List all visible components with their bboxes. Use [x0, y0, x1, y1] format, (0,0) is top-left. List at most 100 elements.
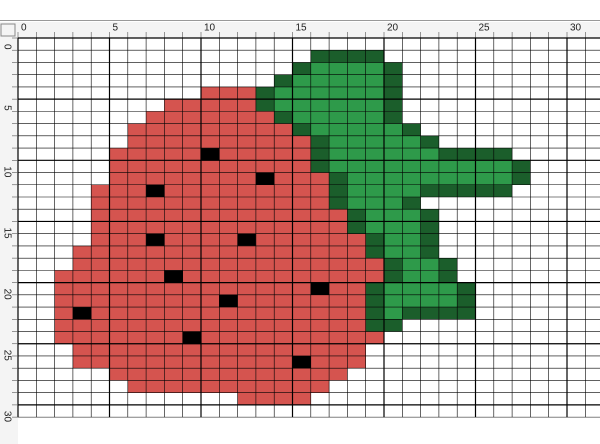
ruler-label: 20 — [1, 289, 12, 301]
top-ruler — [0, 22, 600, 38]
cell — [347, 62, 366, 75]
cell — [292, 294, 311, 308]
cell — [255, 368, 275, 381]
cell — [347, 160, 366, 173]
cell — [72, 307, 92, 320]
cell — [310, 196, 330, 210]
cell — [109, 172, 128, 185]
cell — [219, 319, 238, 332]
cell — [420, 294, 439, 308]
cell — [384, 172, 403, 185]
cell — [146, 343, 165, 356]
cell — [237, 233, 256, 246]
cell — [255, 392, 275, 405]
cell — [292, 209, 311, 222]
cell — [54, 331, 73, 344]
cell — [420, 148, 439, 161]
cell — [182, 123, 201, 136]
cell — [365, 74, 384, 87]
cell — [146, 160, 165, 173]
cell — [109, 331, 128, 344]
cell — [274, 99, 293, 112]
cell — [255, 294, 275, 308]
cell — [457, 294, 476, 308]
cell — [255, 307, 275, 320]
cell — [512, 172, 531, 185]
cell — [292, 148, 311, 161]
cell — [347, 221, 366, 234]
cell — [274, 307, 293, 320]
cell — [127, 172, 147, 185]
cell — [347, 50, 366, 63]
cell — [219, 368, 238, 381]
cell — [255, 196, 275, 210]
cell — [310, 123, 330, 136]
cell — [72, 319, 92, 332]
cell — [384, 282, 403, 295]
cell — [292, 319, 311, 332]
cell — [457, 148, 476, 161]
cell — [219, 331, 238, 344]
cell — [201, 209, 220, 222]
cell — [201, 221, 220, 234]
ruler-label: 25 — [1, 350, 12, 362]
cell — [219, 111, 238, 124]
cell — [219, 209, 238, 222]
cell — [182, 355, 201, 369]
cell — [182, 160, 201, 173]
cell — [274, 184, 293, 197]
cell — [329, 343, 348, 356]
cell — [402, 209, 421, 222]
cell — [420, 209, 439, 222]
corner-icon — [0, 23, 16, 37]
cell — [182, 380, 201, 393]
cell — [292, 307, 311, 320]
cell — [255, 148, 275, 161]
cell — [274, 209, 293, 222]
cell — [438, 160, 458, 173]
cell — [310, 50, 330, 63]
cell — [310, 148, 330, 161]
cell — [329, 123, 348, 136]
cell — [292, 221, 311, 234]
ruler-label: 10 — [1, 166, 12, 178]
cell — [347, 319, 366, 332]
cell — [420, 221, 439, 234]
cell — [237, 355, 256, 369]
cell — [255, 135, 275, 149]
cell — [127, 160, 147, 173]
cell — [237, 221, 256, 234]
cell — [109, 148, 128, 161]
cell — [109, 209, 128, 222]
cell — [292, 86, 311, 100]
cell — [91, 245, 110, 259]
cell — [201, 148, 220, 161]
cell — [201, 368, 220, 381]
cell — [164, 111, 183, 124]
cell — [292, 355, 311, 369]
cell — [237, 307, 256, 320]
cell — [54, 282, 73, 295]
cell — [384, 258, 403, 271]
cell — [274, 196, 293, 210]
ruler-label: 10 — [204, 23, 216, 34]
cell — [91, 258, 110, 271]
cell — [457, 307, 476, 320]
cell — [310, 62, 330, 75]
cell — [237, 343, 256, 356]
cell — [127, 196, 147, 210]
cell — [219, 307, 238, 320]
cell — [237, 111, 256, 124]
cell — [420, 270, 439, 283]
cell — [146, 111, 165, 124]
cell — [420, 282, 439, 295]
cell — [255, 123, 275, 136]
cell — [127, 148, 147, 161]
cell — [310, 294, 330, 308]
ruler-labels: 0 5 10 15 20 25 30 0 5 10 15 20 25 30 — [1, 23, 581, 423]
cell — [54, 270, 73, 283]
cell — [402, 172, 421, 185]
cell — [201, 282, 220, 295]
cell — [438, 258, 458, 271]
cell — [164, 368, 183, 381]
